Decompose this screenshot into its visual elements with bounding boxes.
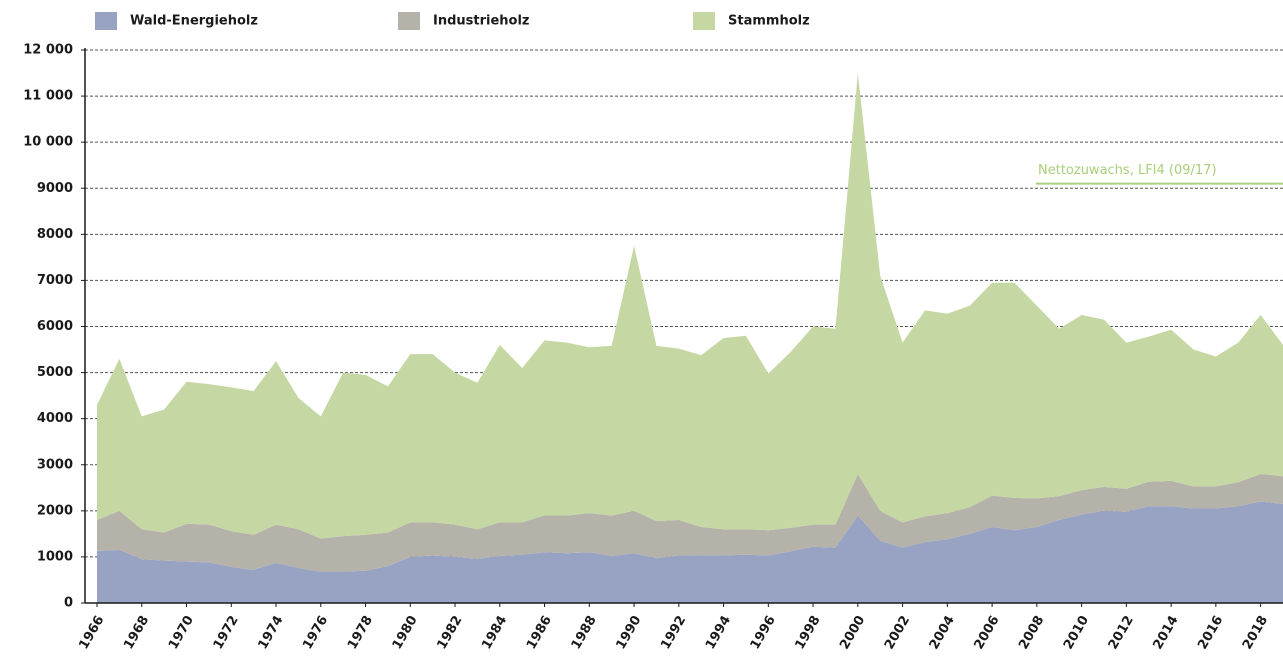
- x-tick-label: 1988: [569, 613, 600, 652]
- y-tick-label: 0: [64, 596, 73, 611]
- x-tick-label: 2014: [1151, 613, 1182, 652]
- x-tick-label: 2010: [1061, 613, 1092, 652]
- x-tick-label: 2006: [972, 613, 1003, 652]
- x-tick-label: 1978: [345, 613, 376, 652]
- area: [97, 73, 1283, 539]
- annotation: Nettozuwachs, LFI4 (09/17): [1038, 163, 1217, 178]
- y-tick-label: 5000: [37, 365, 73, 380]
- y-tick-label: 7000: [37, 273, 73, 288]
- x-tick-label: 2002: [882, 613, 913, 652]
- x-tick-label: 1996: [748, 613, 779, 652]
- y-tick-label: 1000: [37, 549, 73, 564]
- y-tick-label: 9000: [37, 181, 73, 196]
- y-tick-label: 4000: [37, 411, 73, 426]
- y-tick-label: 2000: [37, 503, 73, 518]
- x-tick-label: 1990: [613, 613, 644, 652]
- x-tick-label: 1968: [121, 613, 152, 652]
- x-tick-label: 1982: [434, 613, 465, 652]
- legend-label: Wald-Energieholz: [130, 14, 258, 29]
- x-tick-label: 1976: [300, 613, 331, 652]
- x-tick-label: 1974: [255, 613, 286, 652]
- x-tick-label: 2016: [1195, 613, 1226, 652]
- x-tick-label: 2004: [927, 613, 958, 652]
- x-tick-label: 2018: [1240, 613, 1271, 652]
- legend-label: Stammholz: [728, 14, 810, 29]
- x-tick-label: 1970: [166, 613, 197, 652]
- y-tick-label: 10 000: [23, 135, 73, 150]
- legend-swatch: [693, 12, 715, 30]
- x-tick-label: 1986: [524, 613, 555, 652]
- x-tick-label: 1966: [76, 613, 107, 652]
- y-tick-label: 6000: [37, 319, 73, 334]
- y-tick-label: 12 000: [23, 43, 73, 58]
- y-tick-label: 3000: [37, 457, 73, 472]
- y-tick-label: 8000: [37, 227, 73, 242]
- x-tick-label: 1992: [658, 613, 689, 652]
- x-tick-label: 2000: [837, 613, 868, 652]
- x-tick-label: 2008: [1016, 613, 1047, 652]
- x-tick-label: 1980: [390, 613, 421, 652]
- x-tick-label: 1984: [479, 613, 510, 652]
- legend-swatch: [95, 12, 117, 30]
- y-tick-label: 11 000: [23, 89, 73, 104]
- x-tick-label: 1994: [703, 613, 734, 652]
- legend-label: Industrieholz: [433, 14, 530, 29]
- x-tick-label: 1972: [211, 613, 242, 652]
- x-tick-label: 2012: [1106, 613, 1137, 652]
- x-tick-label: 1998: [792, 613, 823, 652]
- area: [97, 473, 1283, 572]
- area: [97, 501, 1283, 603]
- legend-swatch: [398, 12, 420, 30]
